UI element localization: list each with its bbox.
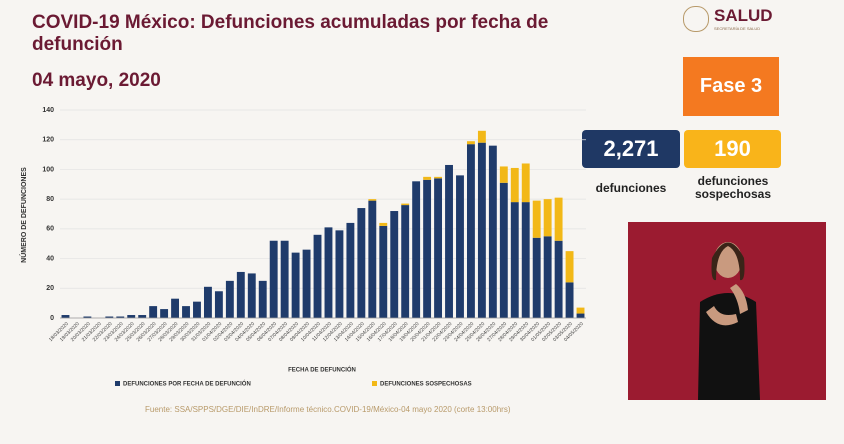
- arm: [706, 306, 738, 326]
- page-date: 04 mayo, 2020: [32, 70, 161, 91]
- bar: [193, 301, 201, 318]
- stat-value: 190: [684, 130, 781, 168]
- legend-swatch: [115, 381, 120, 386]
- bar: [445, 164, 453, 318]
- bar: [532, 237, 541, 318]
- bar: [434, 176, 443, 179]
- bar: [83, 316, 92, 318]
- bar: [423, 176, 432, 180]
- phase-box: Fase 3: [683, 57, 779, 116]
- y-tick-label: 40: [46, 255, 54, 262]
- body: [698, 293, 760, 400]
- bar: [203, 286, 212, 318]
- bar: [357, 208, 366, 318]
- bar: [225, 280, 234, 318]
- y-tick-label: 120: [42, 137, 54, 144]
- bar: [510, 202, 519, 318]
- bar: [182, 306, 190, 318]
- bar: [543, 199, 552, 237]
- bar: [499, 182, 508, 318]
- bar: [236, 271, 245, 318]
- bar: [532, 200, 541, 238]
- bar: [61, 315, 70, 318]
- bar: [171, 298, 180, 318]
- bar: [412, 181, 421, 318]
- bar: [368, 200, 377, 318]
- stat-value: 2,271: [582, 130, 680, 168]
- y-axis-label: NÚMERO DE DEFUNCIONES: [19, 167, 28, 263]
- legend-label: DEFUNCIONES SOSPECHOSAS: [380, 382, 472, 388]
- bar: [379, 222, 388, 226]
- bar: [477, 142, 486, 318]
- bar: [116, 316, 125, 318]
- bar: [324, 227, 333, 318]
- y-tick-label: 100: [42, 166, 54, 173]
- hair: [711, 242, 745, 281]
- y-tick-label: 140: [42, 107, 54, 114]
- bar: [521, 163, 530, 203]
- bar: [313, 234, 322, 318]
- bar: [368, 199, 377, 201]
- source: Fuente: SSA/SPPS/DGE/DIE/InDRE/Informe t…: [145, 405, 511, 414]
- bar: [554, 197, 563, 241]
- arm: [730, 284, 748, 314]
- bar: [258, 280, 267, 318]
- bar: [554, 240, 563, 318]
- bar: [401, 203, 410, 206]
- bar: [466, 144, 475, 318]
- bar: [576, 313, 585, 318]
- bar: [434, 178, 443, 318]
- bar: [105, 316, 114, 318]
- bar: [390, 211, 399, 318]
- bar: [280, 240, 289, 318]
- bar: [138, 315, 147, 318]
- bar: [565, 251, 574, 283]
- interpreter-video: [628, 222, 826, 400]
- bar: [565, 282, 574, 318]
- bar: [521, 202, 530, 318]
- bar: [335, 230, 344, 318]
- stat-label: defunciones: [595, 181, 667, 195]
- y-tick-label: 20: [46, 285, 54, 292]
- interpreter-figure: [698, 242, 760, 400]
- legend-swatch: [372, 381, 377, 386]
- bar: [466, 141, 475, 145]
- bar: [247, 273, 256, 318]
- logo-emblem: [683, 6, 709, 32]
- bar: [510, 167, 519, 203]
- bar: [269, 240, 278, 318]
- y-tick-label: 60: [46, 226, 54, 233]
- bar: [456, 175, 464, 318]
- logo-sub: SECRETARÍA DE SALUD: [714, 26, 761, 31]
- bar: [499, 166, 508, 183]
- bar: [576, 307, 585, 314]
- bar: [488, 145, 497, 318]
- bar: [302, 249, 311, 318]
- chart: NÚMERO DE DEFUNCIONES FECHA DE DEFUNCIÓN…: [19, 107, 586, 388]
- x-axis-label: FECHA DE DEFUNCIÓN: [288, 366, 356, 374]
- bar: [401, 205, 410, 318]
- bar: [149, 306, 158, 318]
- bar: [477, 130, 486, 143]
- bar: [127, 315, 136, 318]
- bar: [543, 236, 552, 318]
- bar: [423, 179, 432, 318]
- bar: [160, 309, 169, 318]
- bar: [346, 222, 355, 318]
- bar: [379, 225, 388, 318]
- stat-label: defunciones sospechosas: [694, 174, 772, 201]
- y-tick-label: 80: [46, 196, 54, 203]
- legend-label: DEFUNCIONES POR FECHA DE DEFUNCIÓN: [123, 380, 251, 388]
- bar: [214, 291, 223, 318]
- page-title: COVID-19 México: Defunciones acumuladas …: [32, 12, 549, 55]
- bar: [291, 252, 300, 318]
- y-tick-label: 0: [50, 315, 54, 322]
- logo: SALUD: [714, 6, 773, 25]
